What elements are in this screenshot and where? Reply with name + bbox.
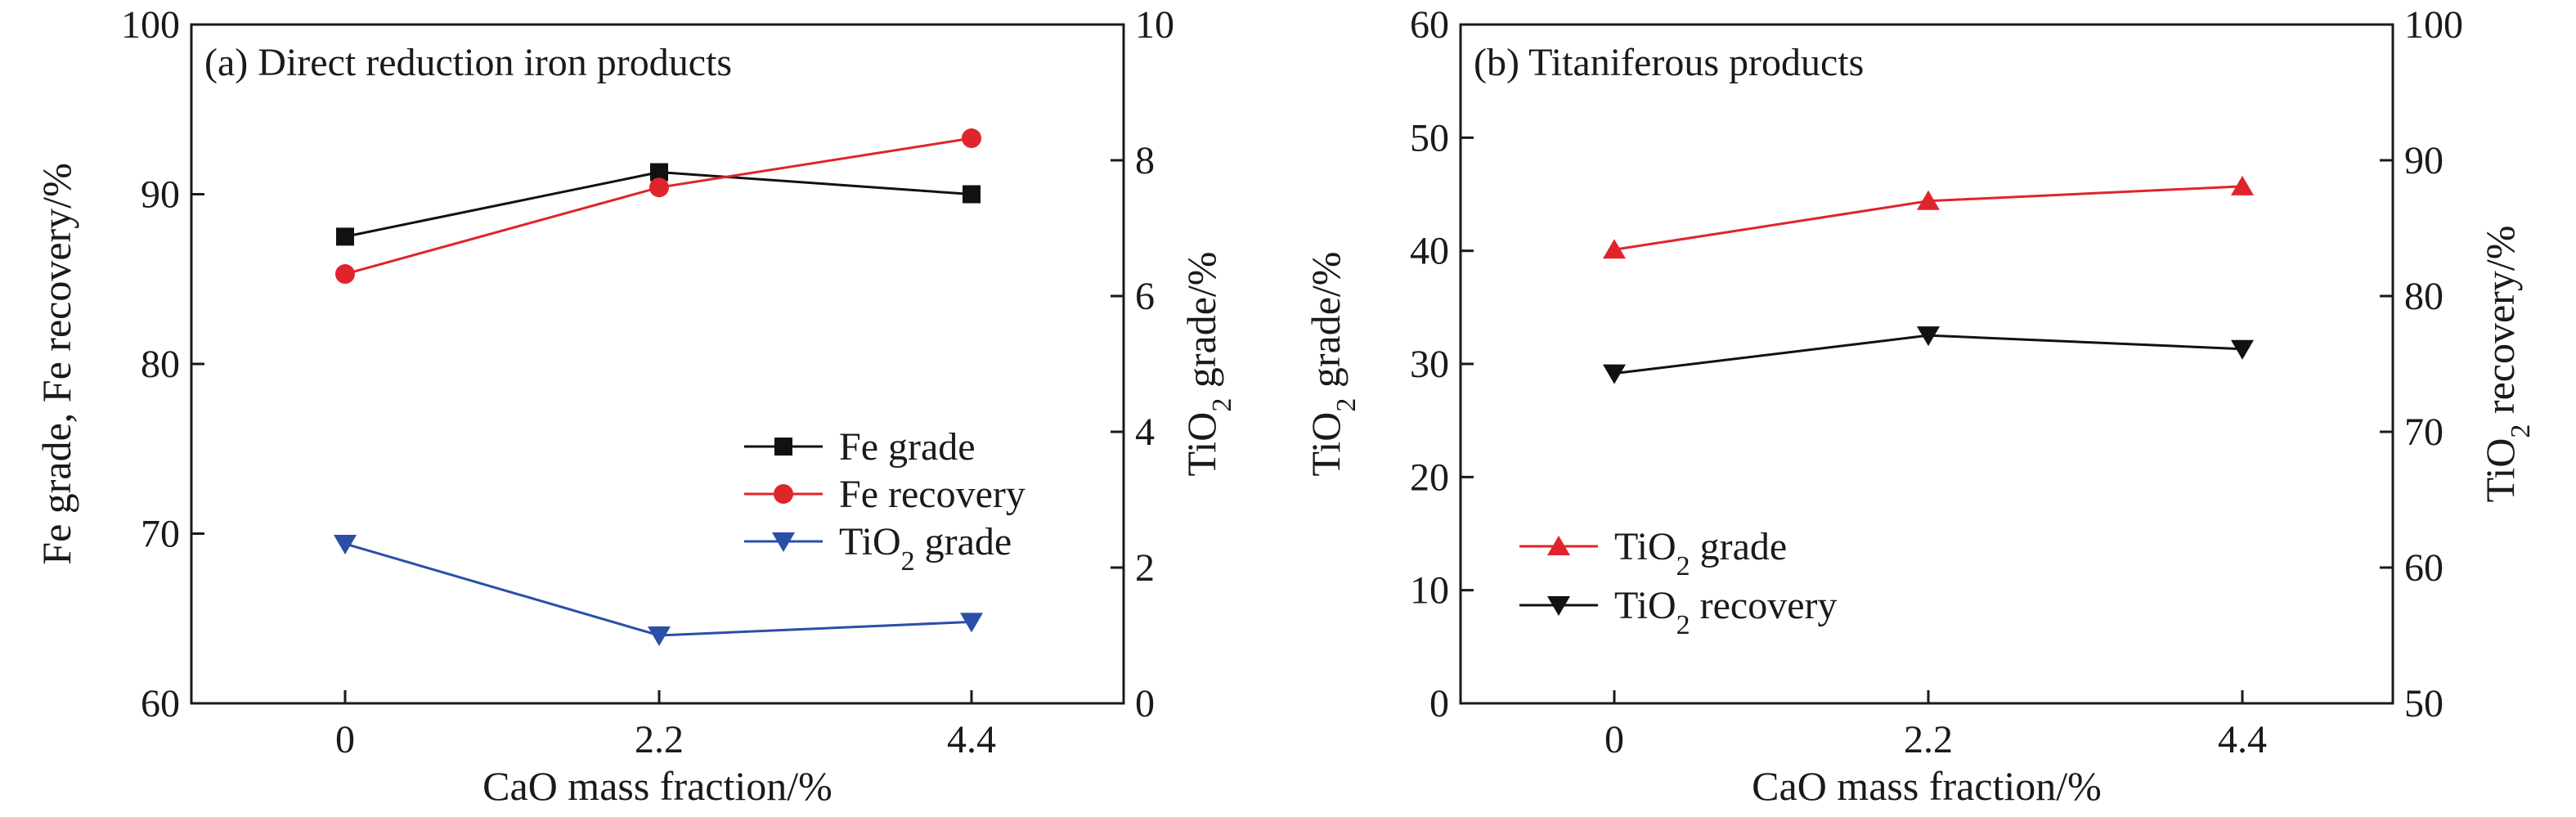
panel-a-right-axis-title: TiO2 grade/% bbox=[1178, 252, 1237, 477]
panel-a-legend-label: Fe grade bbox=[839, 425, 976, 469]
panel-b-x-tick-label: 0 bbox=[1604, 718, 1624, 761]
panel-a-left-tick-label: 60 bbox=[141, 682, 180, 725]
panel-b-right-tick-label: 70 bbox=[2404, 411, 2444, 454]
panel-b-legend-marker bbox=[1547, 536, 1570, 555]
panel-a-left-tick-label: 90 bbox=[141, 173, 180, 217]
panel-a-series-2-point bbox=[960, 613, 983, 633]
panel-a-series-1-point bbox=[962, 128, 981, 149]
panel-a-right-tick-label: 10 bbox=[1135, 3, 1174, 47]
panel-a-legend-marker bbox=[774, 484, 793, 504]
panel-b-legend-label: TiO2 recovery bbox=[1614, 584, 1838, 640]
panel-a-right-tick-label: 4 bbox=[1135, 411, 1155, 454]
panel-b-series-0-point bbox=[2231, 175, 2254, 195]
panel-b-right-tick-label: 50 bbox=[2404, 682, 2444, 725]
panel-b-left-tick-label: 0 bbox=[1429, 682, 1449, 725]
panel-b-legend-label: TiO2 grade bbox=[1614, 525, 1787, 581]
panel-a-plot-frame bbox=[190, 23, 1125, 705]
panel-a-series-0-point bbox=[336, 227, 354, 246]
panel-b-right-tick-label: 60 bbox=[2404, 546, 2444, 590]
panel-a-legend-marker bbox=[772, 532, 795, 552]
panel-a-title: (a) Direct reduction iron products bbox=[204, 41, 732, 84]
panel-a-right-tick-label: 0 bbox=[1135, 682, 1155, 725]
panel-b-plot-frame bbox=[1459, 23, 2394, 705]
panel-a-x-tick-label: 0 bbox=[335, 718, 355, 761]
panel-b-left-tick-label: 10 bbox=[1410, 569, 1449, 613]
panel-b-right-tick-label: 80 bbox=[2404, 275, 2444, 318]
panel-a-series-1-point bbox=[335, 264, 355, 285]
panel-a-series-0-point bbox=[963, 185, 981, 204]
panel-a-series-2-point bbox=[648, 626, 671, 646]
panel-b-x-axis-title: CaO mass fraction/% bbox=[1752, 763, 2102, 809]
panel-a-right-tick-label: 2 bbox=[1135, 546, 1155, 590]
panel-b-series-0-point bbox=[1603, 239, 1626, 259]
panel-a-legend-label: Fe recovery bbox=[839, 473, 1025, 516]
panel-a-series-0-point bbox=[650, 163, 668, 182]
panel-b-left-axis-title: TiO2 grade/% bbox=[1303, 252, 1362, 477]
panel-b-x-tick-label: 2.2 bbox=[1904, 718, 1953, 761]
panel-b-series-1-point bbox=[2231, 339, 2254, 360]
panel-a-left-tick-label: 70 bbox=[141, 513, 180, 556]
panel-b-left-tick-label: 60 bbox=[1410, 3, 1449, 47]
panel-b-series-1-point bbox=[1603, 364, 1626, 384]
panel-a-series-2-point bbox=[334, 534, 357, 554]
panel-a-series-1-line bbox=[344, 137, 972, 276]
panel-a-left-axis-title: Fe grade, Fe recovery/% bbox=[34, 163, 79, 564]
panel-b-left-tick-label: 40 bbox=[1410, 230, 1449, 273]
panel-b-left-tick-label: 20 bbox=[1410, 456, 1449, 499]
panel-b-right-tick-label: 100 bbox=[2404, 3, 2463, 47]
panel-a-right-tick-label: 8 bbox=[1135, 139, 1155, 182]
panel-b-legend-marker bbox=[1547, 596, 1570, 616]
panel-a-series-1-point bbox=[649, 177, 669, 198]
panel-b-title: (b) Titaniferous products bbox=[1474, 41, 1864, 84]
panel-a-x-tick-label: 2.2 bbox=[635, 718, 684, 761]
panel-a-left-tick-label: 100 bbox=[121, 3, 180, 47]
panel-b-right-axis-title: TiO2 recovery/% bbox=[2477, 226, 2536, 503]
panel-b-left-tick-label: 30 bbox=[1410, 343, 1449, 386]
panel-b-right-tick-label: 90 bbox=[2404, 139, 2444, 182]
panel-a-left-tick-label: 80 bbox=[141, 343, 180, 386]
panel-a-legend-label: TiO2 grade bbox=[839, 520, 1012, 577]
panel-b-series-1-point bbox=[1917, 326, 1940, 347]
panel-a-right-tick-label: 6 bbox=[1135, 275, 1155, 318]
panel-b: 0 10 20 30 40 50 60 50 60 70 80 90 100 0 2.2 4.4 (b) Tit… bbox=[1303, 3, 2536, 809]
panel-a-x-axis-title: CaO mass fraction/% bbox=[482, 763, 832, 809]
panel-a-x-tick-label: 4.4 bbox=[947, 718, 996, 761]
panel-b-x-tick-label: 4.4 bbox=[2218, 718, 2267, 761]
panel-b-series-0-point bbox=[1917, 190, 1940, 210]
panel-a-legend-marker bbox=[774, 438, 792, 456]
panel-b-left-tick-label: 50 bbox=[1410, 116, 1449, 159]
